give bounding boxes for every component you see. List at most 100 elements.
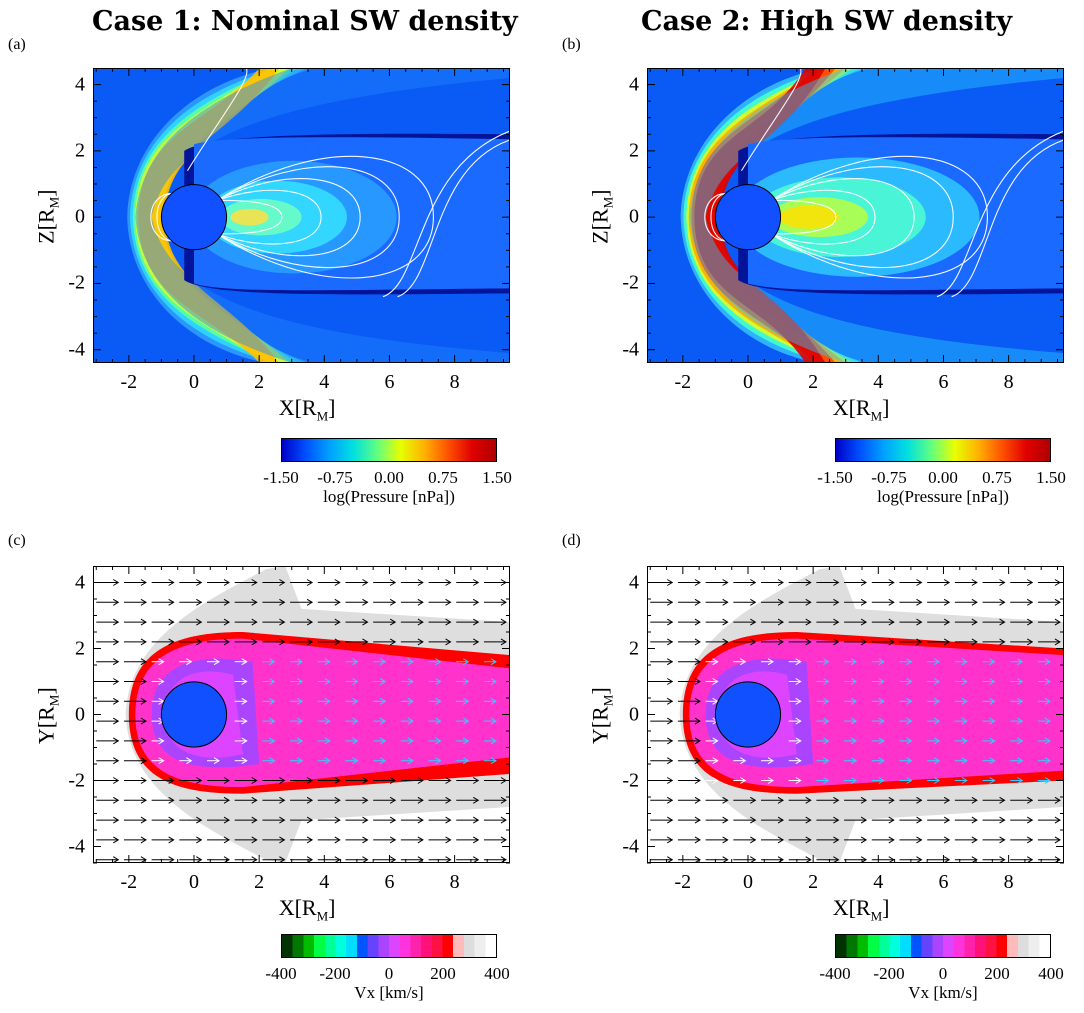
y-axis-title: Z[RM] [33, 189, 62, 244]
velocity-arrowhead [223, 618, 230, 626]
velocity-arrowhead [306, 816, 314, 824]
velocity-arrowhead [196, 856, 203, 863]
velocity-arrowhead [352, 717, 359, 725]
velocity-arrowhead [490, 737, 497, 745]
velocity-arrowhead [750, 638, 757, 646]
velocity-arrowhead [694, 678, 701, 685]
velocity-arrowhead [795, 757, 802, 765]
velocity-arrowhead [140, 598, 147, 606]
velocity-arrowhead [462, 757, 470, 765]
velocity-arrowhead [961, 777, 968, 784]
velocity-arrowhead [241, 678, 248, 685]
velocity-arrowhead [860, 598, 868, 606]
velocity-arrowhead [777, 638, 784, 646]
velocity-arrowhead [196, 598, 203, 606]
plot-area-c [93, 566, 510, 863]
velocity-arrowhead [694, 777, 701, 784]
velocity-arrowhead [417, 836, 424, 844]
velocity-arrowhead [334, 816, 341, 824]
velocity-arrowhead [462, 737, 470, 745]
velocity-arrowhead [667, 757, 674, 765]
colorbar-tick-label: 0.75 [428, 468, 458, 487]
velocity-arrowhead [667, 598, 674, 606]
velocity-arrowhead [961, 737, 968, 745]
velocity-arrowhead [971, 796, 978, 804]
colorbar-tick-label: 200 [430, 964, 456, 983]
velocity-arrowhead [1054, 618, 1061, 626]
velocity-arrowhead [933, 717, 941, 725]
velocity-arrowhead [1026, 796, 1034, 804]
velocity-arrowhead [1016, 737, 1024, 745]
velocity-arrowhead [712, 777, 719, 784]
velocity-arrowhead [362, 638, 369, 646]
plot-area-d [647, 566, 1064, 863]
velocity-arrowhead [971, 579, 978, 586]
velocity-arrowhead [850, 737, 858, 745]
velocity-arrowhead [113, 816, 120, 824]
tail-field-line-0 [382, 130, 510, 298]
velocity-arrowhead [999, 796, 1006, 804]
x-tick-label: 6 [384, 371, 395, 393]
velocity-arrowhead [269, 717, 276, 725]
velocity-arrowhead [1044, 737, 1051, 745]
velocity-arrowhead [324, 697, 331, 705]
x-tick-label: 2 [808, 371, 819, 393]
dayside-field-line-2 [150, 193, 178, 242]
velocity-arrowhead [196, 638, 203, 646]
velocity-arrowhead [694, 579, 701, 586]
velocity-arrowhead [490, 757, 497, 765]
x-axis-title: X[RM] [278, 395, 336, 424]
colorbar-tick-label: -0.75 [871, 468, 907, 487]
panel-label-c: (c) [8, 532, 26, 549]
velocity-arrowhead [168, 638, 175, 646]
velocity-arrowhead [667, 618, 674, 626]
velocity-arrowhead [113, 796, 120, 804]
velocity-arrowhead [500, 816, 507, 824]
velocity-arrowhead [795, 697, 802, 705]
velocity-arrowhead [999, 836, 1006, 844]
panel-label-a: (a) [8, 36, 26, 53]
y-tick-label: 4 [75, 73, 85, 96]
velocity-arrowhead [916, 836, 923, 844]
velocity-arrowhead [999, 598, 1006, 606]
x-axis-title: X[RM] [278, 895, 336, 924]
velocity-arrowhead [916, 796, 923, 804]
velocity-arrowhead [279, 638, 286, 646]
pressure-blob-3 [230, 208, 269, 226]
colorbar-tick-label: 0.00 [928, 468, 958, 487]
velocity-arrowhead [279, 856, 286, 863]
velocity-arrowhead [500, 638, 507, 646]
velocity-arrowhead [241, 757, 248, 765]
y-tick-label: 4 [629, 571, 639, 593]
velocity-arrowhead [140, 796, 147, 804]
velocity-arrowhead [306, 796, 314, 804]
plot-svg-b [647, 68, 1064, 363]
velocity-arrowhead [795, 737, 802, 745]
velocity-arrowhead [407, 737, 414, 745]
velocity-arrowhead [971, 618, 978, 626]
velocity-arrowhead [389, 579, 397, 586]
velocity-arrowhead [750, 579, 757, 586]
velocity-arrowhead [168, 816, 175, 824]
velocity-arrowhead [389, 598, 397, 606]
velocity-arrowhead [916, 816, 923, 824]
velocity-arrowhead [362, 816, 369, 824]
velocity-arrowhead [1016, 717, 1024, 725]
velocity-arrowhead [140, 856, 147, 863]
velocity-arrowhead [113, 579, 120, 586]
velocity-arrowhead [750, 598, 757, 606]
velocity-arrowhead [334, 777, 341, 784]
velocity-arrowhead [417, 579, 424, 586]
colorbar-gradient [281, 934, 497, 958]
velocity-arrowhead [943, 816, 951, 824]
velocity-arrowhead [251, 638, 258, 646]
velocity-arrowhead [113, 836, 120, 844]
velocity-arrowhead [140, 638, 147, 646]
velocity-arrowhead [777, 618, 784, 626]
velocity-arrowhead [196, 618, 203, 626]
y-tick-label: 2 [629, 139, 639, 162]
x-tick-label: 4 [873, 871, 884, 893]
velocity-arrowhead [1026, 579, 1034, 586]
velocity-arrowhead [251, 836, 258, 844]
colorbar-title: Vx [km/s] [354, 983, 424, 1002]
